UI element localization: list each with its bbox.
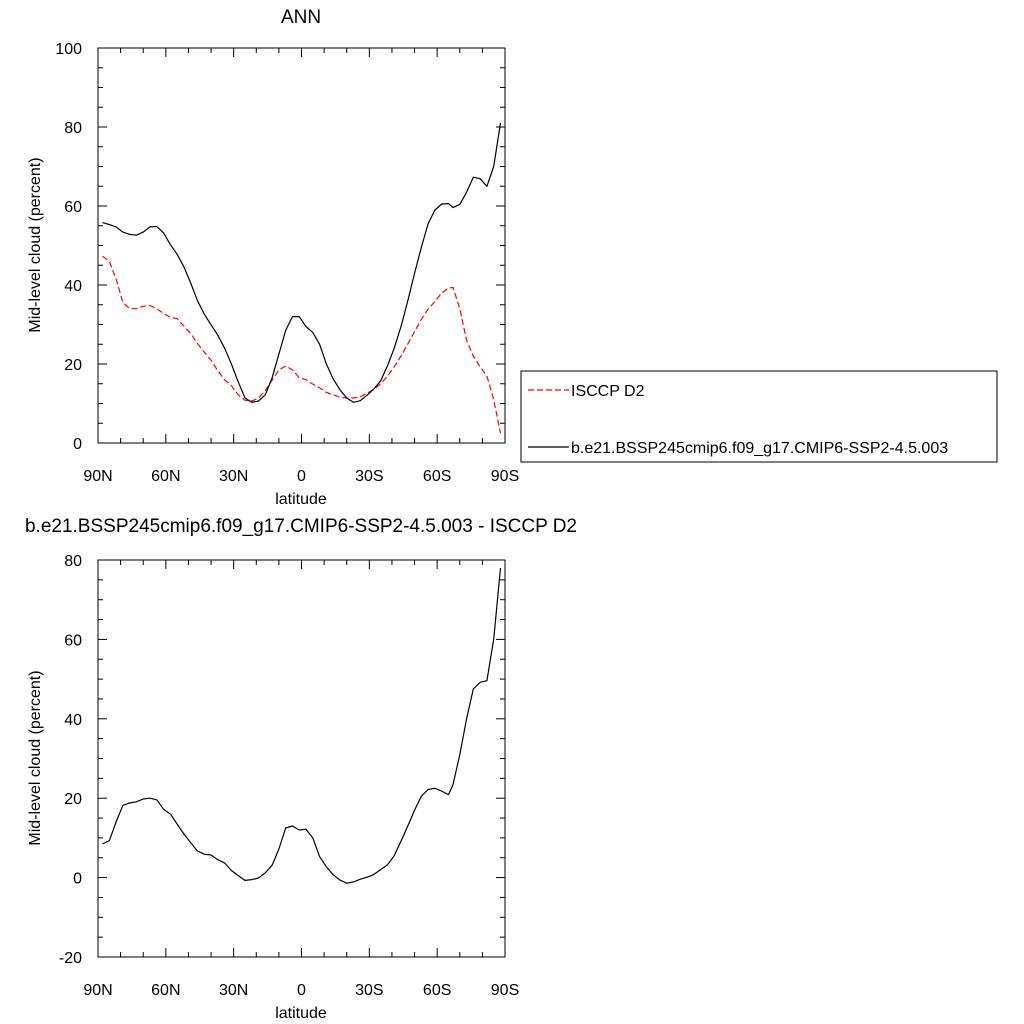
bottom-x-tick-label: 60S	[423, 982, 451, 999]
top-x-tick-label: 60S	[423, 468, 451, 485]
bottom-y-tick-label: 0	[73, 871, 82, 888]
bottom-y-tick-label: 20	[64, 791, 82, 808]
top-y-tick-label: 20	[64, 357, 82, 374]
top-x-tick-label: 30N	[219, 468, 248, 485]
top-panel: ANN 90N 60N 30N 0 30S 60S 90S 0 20 40 60 80 100 lat…	[27, 7, 519, 508]
bottom-series-lines	[102, 567, 502, 884]
top-plot-frame	[97, 47, 506, 444]
top-series-lines	[102, 122, 502, 434]
top-x-tick-label: 60N	[151, 468, 180, 485]
top-series-line-1	[102, 122, 502, 403]
top-tick-marks	[97, 47, 506, 444]
bottom-x-tick-label: 60N	[151, 982, 180, 999]
bottom-y-axis-label: Mid-level cloud (percent)	[27, 670, 44, 845]
top-y-axis-label: Mid-level cloud (percent)	[27, 157, 44, 332]
top-x-tick-labels: 90N 60N 30N 0 30S 60S 90S	[83, 468, 519, 485]
top-y-tick-label: 100	[55, 41, 82, 58]
top-series-line-0	[102, 255, 502, 434]
legend-box	[520, 370, 998, 463]
bottom-x-tick-label: 90N	[83, 982, 112, 999]
bottom-panel: b.e21.BSSP245cmip6.f09_g17.CMIP6-SSP2-4.…	[25, 516, 577, 1022]
top-y-tick-label: 60	[64, 199, 82, 216]
bottom-y-tick-label: 60	[64, 632, 82, 649]
bottom-tick-marks	[97, 559, 506, 958]
bottom-chart-title: b.e21.BSSP245cmip6.f09_g17.CMIP6-SSP2-4.…	[25, 516, 577, 537]
bottom-x-tick-label: 0	[297, 982, 306, 999]
top-x-tick-label: 0	[297, 468, 306, 485]
top-x-tick-label: 90S	[491, 468, 519, 485]
legend-label-model: b.e21.BSSP245cmip6.f09_g17.CMIP6-SSP2-4.…	[571, 440, 948, 457]
top-y-tick-label: 0	[73, 436, 82, 453]
bottom-series-line-0	[102, 567, 502, 884]
bottom-x-tick-label: 90S	[491, 982, 519, 999]
bottom-plot-frame	[97, 559, 506, 958]
bottom-x-axis-label: latitude	[275, 1005, 327, 1022]
legend: ISCCP D2 b.e21.BSSP245cmip6.f09_g17.CMIP…	[520, 370, 998, 463]
top-y-tick-label: 80	[64, 120, 82, 137]
bottom-x-tick-label: 30N	[219, 982, 248, 999]
top-x-axis-label: latitude	[275, 491, 327, 508]
bottom-x-tick-labels: 90N 60N 30N 0 30S 60S 90S	[83, 982, 519, 999]
bottom-y-tick-labels: -20 0 20 40 60 80	[59, 553, 82, 967]
bottom-y-tick-label: 40	[64, 712, 82, 729]
top-y-tick-label: 40	[64, 278, 82, 295]
top-x-tick-label: 90N	[83, 468, 112, 485]
legend-label-isccp: ISCCP D2	[571, 383, 645, 400]
bottom-y-tick-label: -20	[59, 950, 82, 967]
bottom-x-tick-label: 30S	[355, 982, 383, 999]
top-y-tick-labels: 0 20 40 60 80 100	[55, 41, 82, 453]
top-x-tick-label: 30S	[355, 468, 383, 485]
top-chart-title: ANN	[281, 7, 321, 28]
bottom-y-tick-label: 80	[64, 553, 82, 570]
